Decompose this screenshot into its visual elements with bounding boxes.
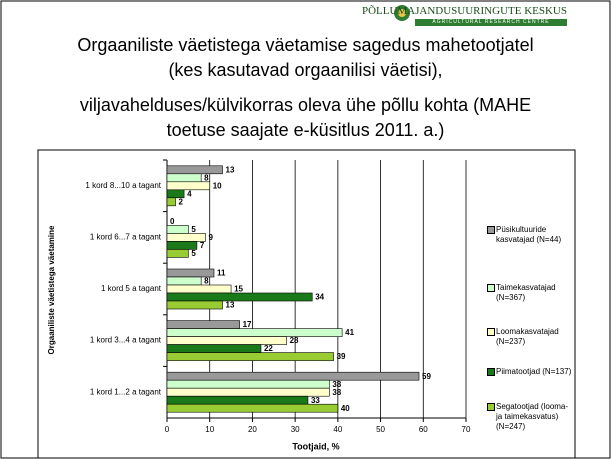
bar: [166, 225, 189, 234]
value-label: 5: [191, 225, 196, 234]
value-label: 11: [217, 269, 226, 278]
value-label: 41: [345, 328, 354, 337]
bar: [166, 284, 232, 294]
legend-label: Segatootjad (looma- ja taimekasvatus) (N…: [496, 402, 569, 431]
x-tick-label: 0: [165, 425, 170, 434]
value-label: 33: [311, 396, 320, 405]
value-label: 5: [191, 249, 196, 258]
value-label: 38: [332, 388, 341, 397]
legend-swatch: [487, 403, 495, 411]
y-axis-label: Orgaaniliste väetistega väetamine: [47, 225, 56, 355]
value-label: 13: [226, 165, 235, 174]
value-label: 17: [243, 320, 252, 329]
bar: [166, 320, 240, 329]
bar: [166, 197, 176, 207]
bar: [166, 165, 223, 175]
value-label: 10: [213, 181, 222, 190]
legend-item: Loomakasvatajad (N=237): [487, 327, 574, 347]
legend-label: Püsikultuuride kasvatajad (N=44): [496, 225, 562, 244]
legend-item: Taimekasvatajad (N=367): [487, 283, 574, 303]
x-tick-label: 70: [462, 425, 471, 434]
legend-item: Segatootjad (looma- ja taimekasvatus) (N…: [487, 402, 574, 432]
bar: [166, 395, 309, 405]
bar: [166, 173, 202, 183]
legend-swatch: [487, 226, 495, 234]
bar: [166, 276, 202, 286]
value-label: 4: [187, 189, 192, 198]
value-label: 34: [315, 293, 324, 302]
value-label: 2: [179, 197, 184, 206]
x-tick-label: 20: [248, 425, 257, 434]
y-tick-label: 1 kord 8...10 a tagant: [85, 181, 161, 190]
x-tick-label: 50: [376, 425, 385, 434]
bar: [166, 371, 420, 381]
bar: [166, 300, 223, 310]
value-label: 8: [204, 277, 209, 286]
x-tick-label: 10: [205, 425, 214, 434]
chart-title: Orgaaniliste väetistega väetamise sagedu…: [77, 35, 534, 80]
value-label: 39: [337, 352, 346, 361]
bar: [166, 387, 330, 397]
logo: [398, 9, 406, 17]
legend-swatch: [487, 284, 495, 292]
legend-item: Püsikultuuride kasvatajad (N=44): [487, 225, 574, 245]
bar: [166, 352, 334, 361]
value-label: 40: [341, 404, 350, 413]
legend-label: Piimatootjad (N=137): [496, 367, 572, 376]
legend-swatch: [487, 328, 495, 336]
x-tick-label: 60: [419, 425, 428, 434]
value-label: 15: [234, 285, 243, 294]
chart-subtitle: viljavahelduses/külvikorras oleva ühe põ…: [79, 95, 532, 140]
organization-en: AGRICULTURAL RESEARCH CENTRE: [415, 19, 567, 26]
y-tick-label: 1 kord 3...4 a tagant: [90, 336, 162, 345]
value-label: 59: [422, 372, 431, 381]
value-label: 7: [200, 241, 205, 250]
y-tick-label: 1 kord 6...7 a tagant: [90, 233, 162, 242]
bar: [166, 249, 189, 258]
bar: [166, 181, 211, 191]
x-tick-label: 40: [333, 425, 342, 434]
organization: PÕLLUMAJANDUSUURINGUTE KESKUS: [361, 5, 567, 17]
value-label: 8: [204, 173, 209, 182]
bar: [166, 328, 343, 337]
value-label: 22: [264, 344, 273, 353]
y-tick-label: 1 kord 1...2 a tagant: [90, 387, 162, 396]
y-tick-label: 1 kord 5 a tagant: [101, 284, 162, 293]
value-label: 28: [290, 336, 299, 345]
legend-item: Piimatootjad (N=137): [487, 367, 574, 377]
x-axis-label: Tootjaid, %: [292, 441, 339, 451]
value-label: 38: [332, 380, 341, 389]
bar: [166, 292, 313, 302]
x-tick-label: 30: [291, 425, 300, 434]
value-label: 9: [208, 233, 213, 242]
bar: [166, 379, 330, 389]
legend-label: Taimekasvatajad (N=367): [496, 283, 556, 302]
bar: [166, 344, 262, 353]
legend-label: Loomakasvatajad (N=237): [496, 327, 559, 346]
bar: [166, 403, 339, 413]
legend-swatch: [487, 368, 495, 376]
value-label: 13: [226, 301, 235, 310]
value-label: 0: [170, 217, 175, 226]
